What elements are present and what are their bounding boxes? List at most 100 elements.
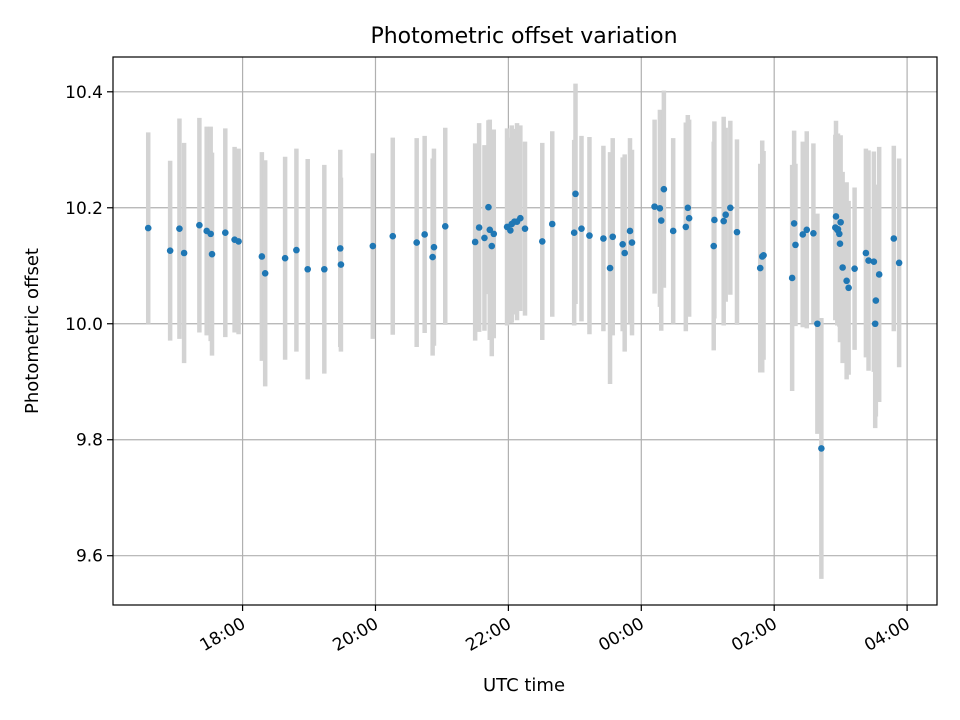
error-bars <box>145 83 902 579</box>
data-point <box>890 235 898 242</box>
data-point <box>304 265 312 273</box>
data-point <box>626 227 634 235</box>
data-point <box>685 214 693 222</box>
data-point <box>548 220 556 228</box>
data-point <box>727 204 734 212</box>
data-point <box>235 238 242 245</box>
data-point <box>837 218 844 226</box>
data-point <box>803 226 811 234</box>
data-point <box>572 190 579 198</box>
data-point <box>651 203 658 210</box>
data-point <box>485 203 492 211</box>
data-point <box>507 227 514 234</box>
data-point <box>872 297 880 304</box>
data-point <box>430 243 438 251</box>
y-tick-label: 10.0 <box>65 315 103 335</box>
data-point <box>208 250 216 258</box>
data-point <box>281 254 289 262</box>
chart-title: Photometric offset variation <box>370 24 677 49</box>
data-point <box>429 253 436 261</box>
data-point <box>799 231 807 238</box>
data-point <box>481 234 488 242</box>
data-point <box>862 249 870 257</box>
data-point <box>720 217 727 225</box>
x-tick-label: 20:00 <box>330 614 382 656</box>
data-point <box>413 239 420 246</box>
data-point <box>176 225 183 232</box>
data-point <box>441 223 449 230</box>
data-point <box>490 230 498 238</box>
data-point <box>258 253 266 260</box>
data-point <box>710 242 718 250</box>
data-point <box>144 224 152 232</box>
data-point <box>851 265 858 272</box>
y-axis-label: Photometric offset <box>22 248 43 414</box>
data-point <box>521 225 529 232</box>
data-point <box>657 217 665 224</box>
data-point <box>843 277 850 285</box>
data-point <box>606 264 614 272</box>
x-tick-label: 00:00 <box>595 614 647 656</box>
data-point <box>222 229 229 237</box>
data-point <box>871 320 879 328</box>
data-point <box>733 228 741 236</box>
data-point <box>684 204 692 212</box>
data-point <box>180 249 188 257</box>
data-point <box>656 205 664 212</box>
data-point <box>321 265 328 273</box>
data-point <box>875 271 883 278</box>
data-point <box>760 252 767 259</box>
data-point <box>486 226 494 234</box>
y-tick-label: 9.8 <box>76 431 103 451</box>
x-tick-label: 22:00 <box>462 614 514 656</box>
data-point <box>475 224 483 231</box>
data-point <box>600 235 607 242</box>
data-point <box>660 185 668 193</box>
data-point <box>836 240 844 248</box>
data-point <box>756 264 764 272</box>
data-point <box>621 249 628 257</box>
x-tick-label: 18:00 <box>197 614 249 656</box>
data-points <box>144 185 903 452</box>
data-point <box>207 230 214 238</box>
data-point <box>628 239 636 246</box>
data-point <box>669 227 677 235</box>
data-point <box>895 259 903 267</box>
x-axis: 18:00 20:00 22:00 00:00 02:00 04:00 <box>197 605 914 656</box>
data-point <box>369 242 377 250</box>
x-tick-label: 04:00 <box>861 614 913 656</box>
data-point <box>792 241 799 249</box>
data-point <box>832 213 840 220</box>
data-point <box>196 221 203 229</box>
y-axis: 9.6 9.8 10.0 10.2 10.4 <box>65 83 113 567</box>
data-point <box>578 225 585 232</box>
data-point <box>293 246 300 254</box>
data-point <box>790 220 798 227</box>
data-point <box>488 242 496 250</box>
data-point <box>722 211 729 219</box>
data-point <box>337 261 345 268</box>
data-point <box>682 223 690 231</box>
data-point <box>818 445 825 452</box>
data-point <box>336 245 344 252</box>
data-point <box>810 229 817 237</box>
y-tick-label: 10.2 <box>65 199 103 219</box>
data-point <box>619 241 626 248</box>
data-point <box>389 232 397 240</box>
y-tick-label: 9.6 <box>76 547 103 567</box>
data-point <box>814 320 821 328</box>
data-point <box>788 274 796 282</box>
plot-frame <box>112 56 938 606</box>
x-tick-label: 02:00 <box>728 614 780 656</box>
data-point <box>261 270 269 277</box>
data-point <box>471 238 479 246</box>
data-point <box>839 264 846 271</box>
data-point <box>166 247 174 254</box>
x-axis-label: UTC time <box>483 675 565 696</box>
data-point <box>865 257 872 264</box>
data-point <box>517 214 524 222</box>
data-point <box>870 258 878 266</box>
data-point <box>845 284 852 292</box>
data-point <box>570 229 578 237</box>
